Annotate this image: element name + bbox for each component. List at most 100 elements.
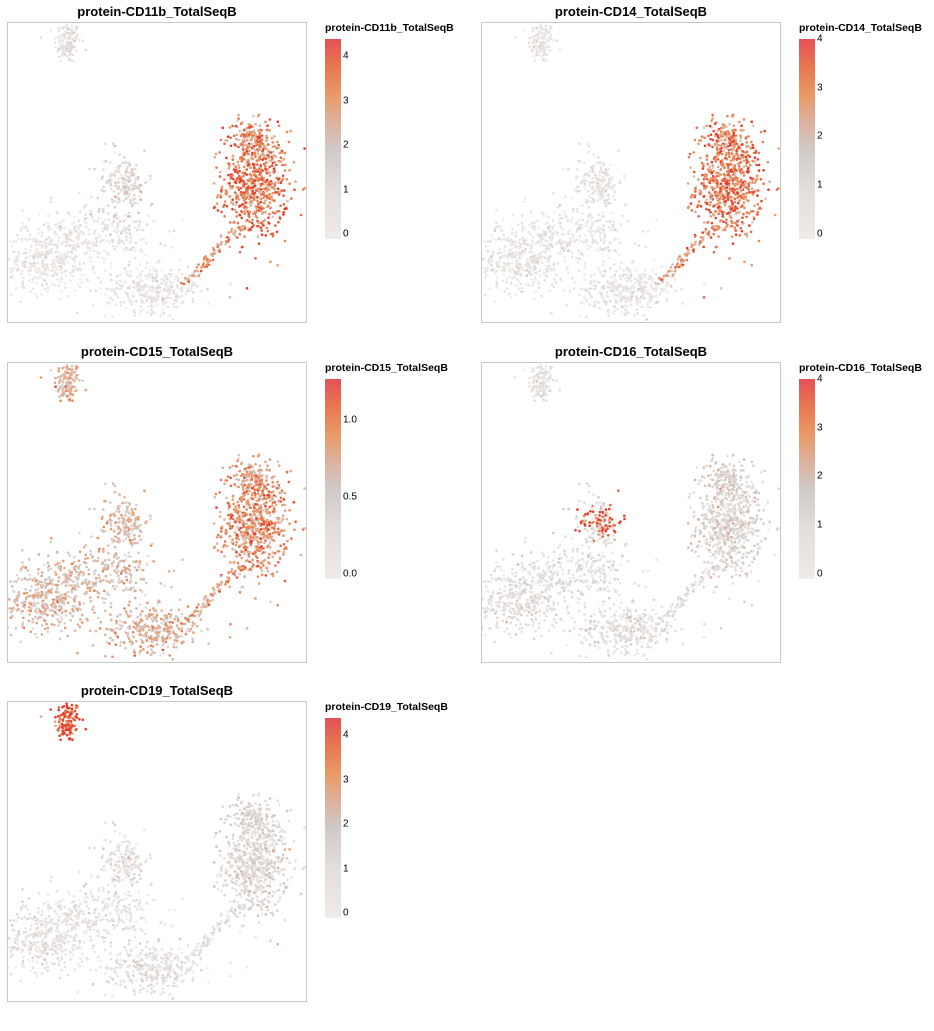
data-point bbox=[547, 265, 550, 268]
data-point bbox=[518, 288, 521, 291]
data-point bbox=[127, 295, 130, 298]
data-point bbox=[543, 279, 546, 282]
data-point bbox=[532, 260, 535, 263]
data-point bbox=[547, 221, 550, 224]
data-point bbox=[750, 141, 753, 144]
data-point bbox=[735, 152, 738, 155]
data-point bbox=[570, 250, 573, 253]
data-point bbox=[119, 273, 122, 276]
data-point bbox=[73, 221, 76, 224]
data-point bbox=[246, 192, 249, 195]
data-point bbox=[77, 245, 80, 248]
data-point bbox=[624, 313, 627, 316]
data-point bbox=[13, 267, 16, 270]
data-point bbox=[483, 240, 486, 243]
data-point bbox=[35, 244, 38, 247]
data-point bbox=[106, 240, 109, 243]
data-point bbox=[257, 565, 260, 568]
data-point bbox=[71, 244, 74, 247]
data-point bbox=[258, 517, 261, 520]
data-point bbox=[248, 463, 251, 466]
data-point bbox=[59, 298, 62, 301]
data-point bbox=[66, 36, 69, 39]
data-point bbox=[584, 279, 587, 282]
data-point bbox=[701, 241, 704, 244]
data-point bbox=[289, 130, 292, 133]
data-point bbox=[50, 251, 53, 254]
data-point bbox=[37, 248, 40, 251]
data-point bbox=[654, 282, 657, 285]
data-point bbox=[248, 473, 251, 476]
data-point bbox=[700, 205, 703, 208]
data-point bbox=[577, 261, 580, 264]
data-point bbox=[148, 274, 151, 277]
data-point bbox=[259, 190, 262, 193]
data-point bbox=[70, 374, 73, 377]
data-point bbox=[191, 274, 194, 277]
data-point bbox=[635, 269, 638, 272]
data-point bbox=[568, 230, 571, 233]
data-point bbox=[652, 269, 655, 272]
data-point bbox=[505, 281, 508, 284]
data-point bbox=[490, 234, 493, 237]
data-point bbox=[169, 284, 172, 287]
data-point bbox=[237, 501, 240, 504]
data-point bbox=[257, 225, 260, 228]
data-point bbox=[124, 179, 127, 182]
data-point bbox=[567, 242, 570, 245]
data-point bbox=[749, 191, 752, 194]
data-point bbox=[264, 158, 267, 161]
data-point bbox=[228, 522, 231, 525]
data-point bbox=[550, 34, 553, 37]
data-point bbox=[251, 190, 254, 193]
data-point bbox=[485, 245, 488, 248]
data-point bbox=[74, 225, 77, 228]
data-point bbox=[549, 255, 552, 258]
data-point bbox=[741, 230, 744, 233]
data-point bbox=[241, 225, 244, 228]
data-point bbox=[228, 503, 231, 506]
data-point bbox=[58, 396, 61, 399]
data-point bbox=[674, 290, 677, 293]
data-point bbox=[529, 244, 532, 247]
data-point bbox=[579, 235, 582, 238]
data-point bbox=[246, 532, 249, 535]
data-point bbox=[714, 217, 717, 220]
data-point bbox=[612, 285, 615, 288]
data-point bbox=[137, 224, 140, 227]
data-point bbox=[280, 160, 283, 163]
data-point bbox=[726, 182, 729, 185]
data-point bbox=[254, 132, 257, 135]
data-point bbox=[286, 178, 289, 181]
data-point bbox=[550, 37, 553, 40]
data-point bbox=[725, 143, 728, 146]
data-point bbox=[125, 248, 128, 251]
data-point bbox=[580, 251, 583, 254]
data-point bbox=[534, 265, 537, 268]
data-point bbox=[123, 267, 126, 270]
data-point bbox=[720, 150, 723, 153]
data-point bbox=[161, 269, 164, 272]
data-point bbox=[600, 169, 603, 172]
data-point bbox=[626, 288, 629, 291]
data-point bbox=[594, 174, 597, 177]
data-point bbox=[232, 155, 235, 158]
data-point bbox=[277, 188, 280, 191]
data-point bbox=[234, 166, 237, 169]
data-point bbox=[609, 187, 612, 190]
data-point bbox=[245, 209, 248, 212]
data-point bbox=[251, 518, 254, 521]
data-point bbox=[284, 509, 287, 512]
data-point bbox=[556, 234, 559, 237]
data-point bbox=[239, 518, 242, 521]
data-point bbox=[65, 274, 68, 277]
data-point bbox=[594, 301, 597, 304]
data-point bbox=[739, 139, 742, 142]
data-point bbox=[527, 230, 530, 233]
data-point bbox=[66, 395, 69, 398]
data-point bbox=[139, 290, 142, 293]
data-point bbox=[583, 297, 586, 300]
data-point bbox=[607, 286, 610, 289]
data-point bbox=[169, 314, 172, 317]
data-point bbox=[718, 205, 721, 208]
